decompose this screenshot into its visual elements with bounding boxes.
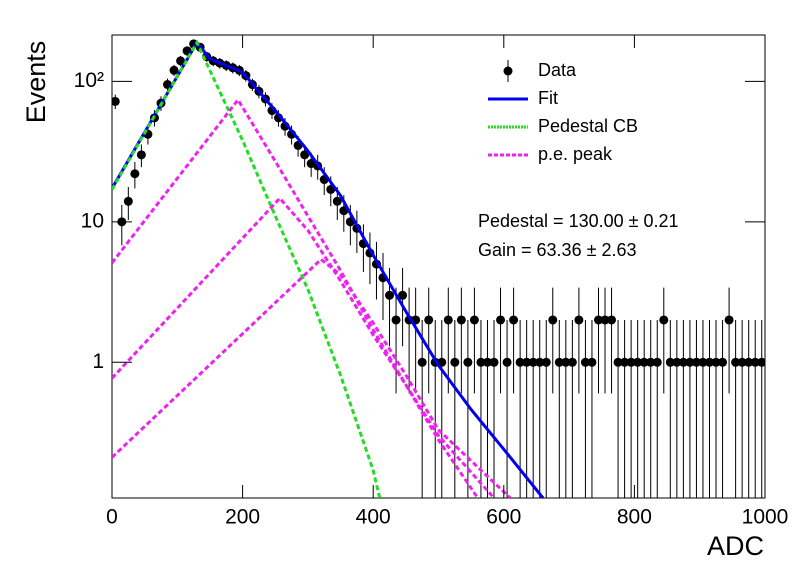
data-point (417, 357, 427, 367)
annotation: Gain = 63.36 ± 2.63 (478, 240, 637, 260)
x-axis-label: ADC (707, 531, 764, 561)
data-point (652, 357, 662, 367)
data-point (528, 357, 538, 367)
data-point (580, 357, 590, 367)
data-point (496, 315, 506, 325)
plot-area (112, 39, 765, 498)
x-tick-label: 0 (106, 506, 118, 529)
y-tick-label: 10² (74, 69, 104, 92)
data-point (626, 357, 636, 367)
data-point (718, 357, 728, 367)
x-tick-label: 600 (486, 506, 521, 529)
data-point (385, 290, 395, 300)
data-point (482, 357, 492, 367)
data-point (391, 315, 401, 325)
data-point (607, 315, 617, 325)
data-point (737, 357, 747, 367)
data-point (633, 357, 643, 367)
y-tick-label: 1 (92, 350, 104, 373)
data-point (587, 357, 597, 367)
data-point (639, 357, 649, 367)
data-point (659, 315, 669, 325)
data-point (678, 357, 688, 367)
curve (112, 97, 479, 498)
curve (112, 257, 512, 498)
data-point (515, 357, 525, 367)
data-point (130, 169, 140, 179)
data-point (600, 315, 610, 325)
curve (112, 39, 545, 498)
data-point (646, 357, 656, 367)
data-point (176, 56, 186, 66)
data-point (620, 357, 630, 367)
data-point (685, 357, 695, 367)
data-point (398, 290, 408, 300)
x-tick-label: 1000 (742, 506, 789, 529)
data-point (704, 357, 714, 367)
data-point (535, 357, 545, 367)
data-point (541, 357, 551, 367)
data-point (300, 150, 310, 160)
curve (112, 39, 382, 498)
legend-label: Pedestal CB (538, 116, 638, 136)
data-point (489, 357, 499, 367)
data-point (332, 196, 342, 206)
data-point (509, 315, 519, 325)
data-point (548, 315, 558, 325)
x-tick-label: 400 (356, 506, 391, 529)
annotation: Pedestal = 130.00 ± 0.21 (478, 211, 679, 231)
data-point (724, 315, 734, 325)
data-point (593, 315, 603, 325)
data-point (691, 357, 701, 367)
data-point (450, 357, 460, 367)
data-point (502, 357, 512, 367)
data-point (123, 196, 133, 206)
y-tick-label: 10 (81, 209, 104, 232)
legend-label: Data (538, 60, 577, 80)
data-point (711, 357, 721, 367)
data-point (554, 357, 564, 367)
data-point (561, 357, 571, 367)
data-point (672, 357, 682, 367)
data-point (456, 315, 466, 325)
data-point (424, 315, 434, 325)
data-point (731, 357, 741, 367)
x-tick-label: 800 (617, 506, 652, 529)
plot-frame (111, 34, 766, 499)
legend-label: Fit (538, 88, 558, 108)
legend-symbol (503, 66, 513, 76)
data-point (574, 315, 584, 325)
data-point (665, 357, 675, 367)
data-point (112, 96, 120, 106)
data-point (698, 357, 708, 367)
curve (112, 196, 496, 498)
legend-label: p.e. peak (538, 144, 613, 164)
data-point (463, 357, 473, 367)
data-point (567, 357, 577, 367)
data-point (169, 65, 179, 75)
data-point (136, 150, 146, 160)
data-point (443, 315, 453, 325)
data-point (469, 315, 479, 325)
data-point (522, 357, 532, 367)
data-point (476, 357, 486, 367)
y-axis-label: Events (21, 41, 51, 124)
data-point (613, 357, 623, 367)
x-tick-label: 200 (225, 506, 260, 529)
